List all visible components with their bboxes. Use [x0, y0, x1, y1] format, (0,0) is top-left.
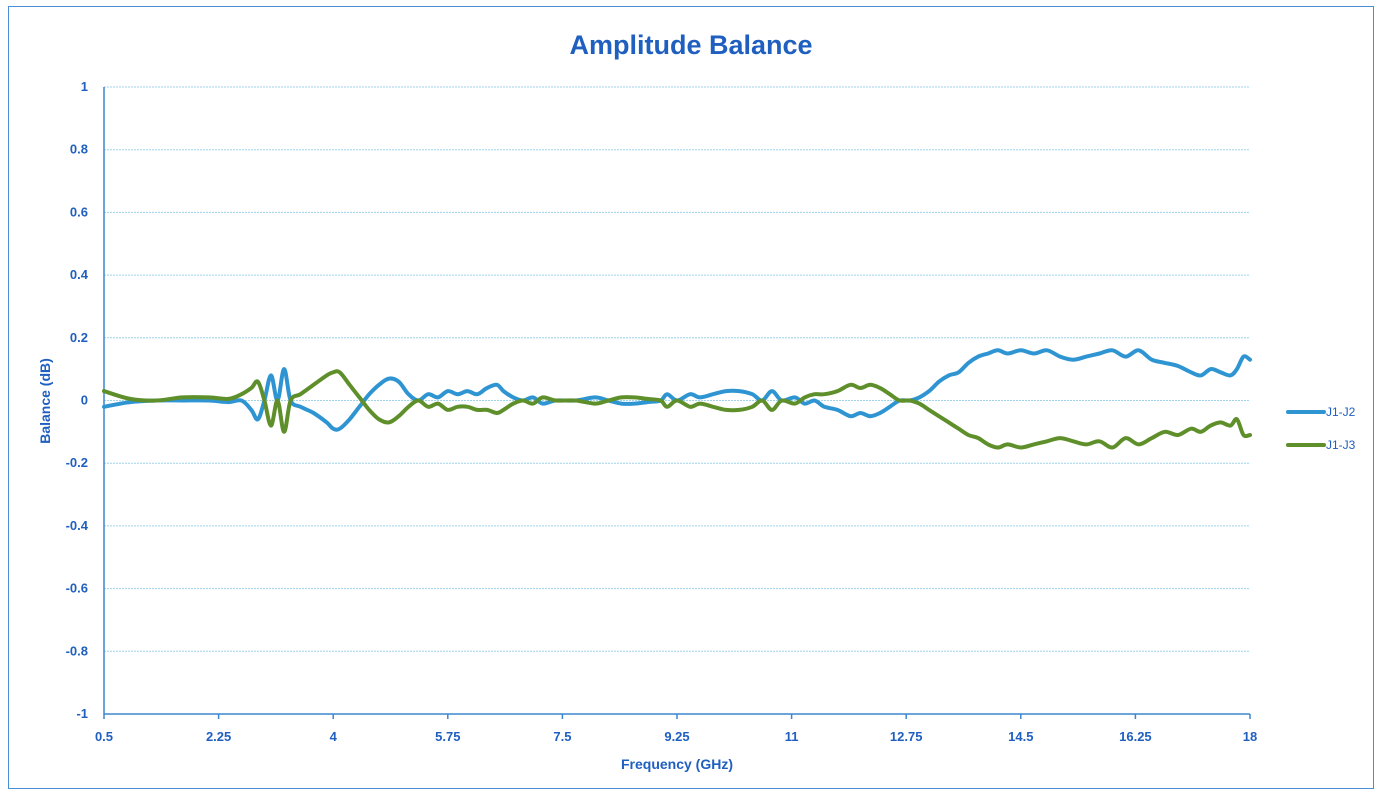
x-tick-label: 7.5 [553, 729, 571, 744]
y-tick-label: -1 [76, 706, 88, 721]
x-tick-label: 14.5 [1008, 729, 1033, 744]
x-tick-label: 18 [1243, 729, 1257, 744]
y-tick-label: 0 [81, 393, 88, 408]
x-axis-label: Frequency (GHz) [621, 756, 733, 772]
legend-label: J1-J2 [1326, 405, 1356, 419]
legend: J1-J2 J1-J3 [1286, 405, 1356, 452]
x-tick-label: 0.5 [95, 729, 113, 744]
y-tick-label: 0.6 [70, 204, 88, 219]
series-lines [102, 348, 1252, 450]
series-line-j1-j3 [102, 369, 1252, 450]
x-tick-label: 11 [785, 729, 799, 744]
axes: 1 0.8 0.6 0.4 0.2 0 -0.2 -0.4 -0.6 -0.8 -1 0.5 2.25 4… [66, 79, 1258, 744]
chart-title: Amplitude Balance [569, 30, 812, 60]
y-tick-label: 1 [81, 79, 88, 94]
grid [104, 86, 1250, 652]
y-tick-label: -0.8 [66, 643, 88, 658]
y-tick-label: 0.8 [70, 142, 88, 157]
series-line-j1-j2 [102, 348, 1252, 432]
y-tick-label: -0.4 [66, 518, 89, 533]
x-tick-label: 2.25 [206, 729, 231, 744]
x-tick-label: 5.75 [435, 729, 460, 744]
x-tick-label: 4 [330, 729, 338, 744]
y-axis-label: Balance (dB) [37, 358, 53, 444]
x-tick-label: 9.25 [664, 729, 689, 744]
legend-label: J1-J3 [1326, 438, 1356, 452]
y-tick-label: 0.4 [70, 267, 89, 282]
x-tick-label: 16.25 [1119, 729, 1152, 744]
y-tick-label: -0.2 [66, 455, 88, 470]
x-tick-label: 12.75 [890, 729, 923, 744]
y-tick-label: 0.2 [70, 330, 88, 345]
y-tick-label: -0.6 [66, 581, 88, 596]
